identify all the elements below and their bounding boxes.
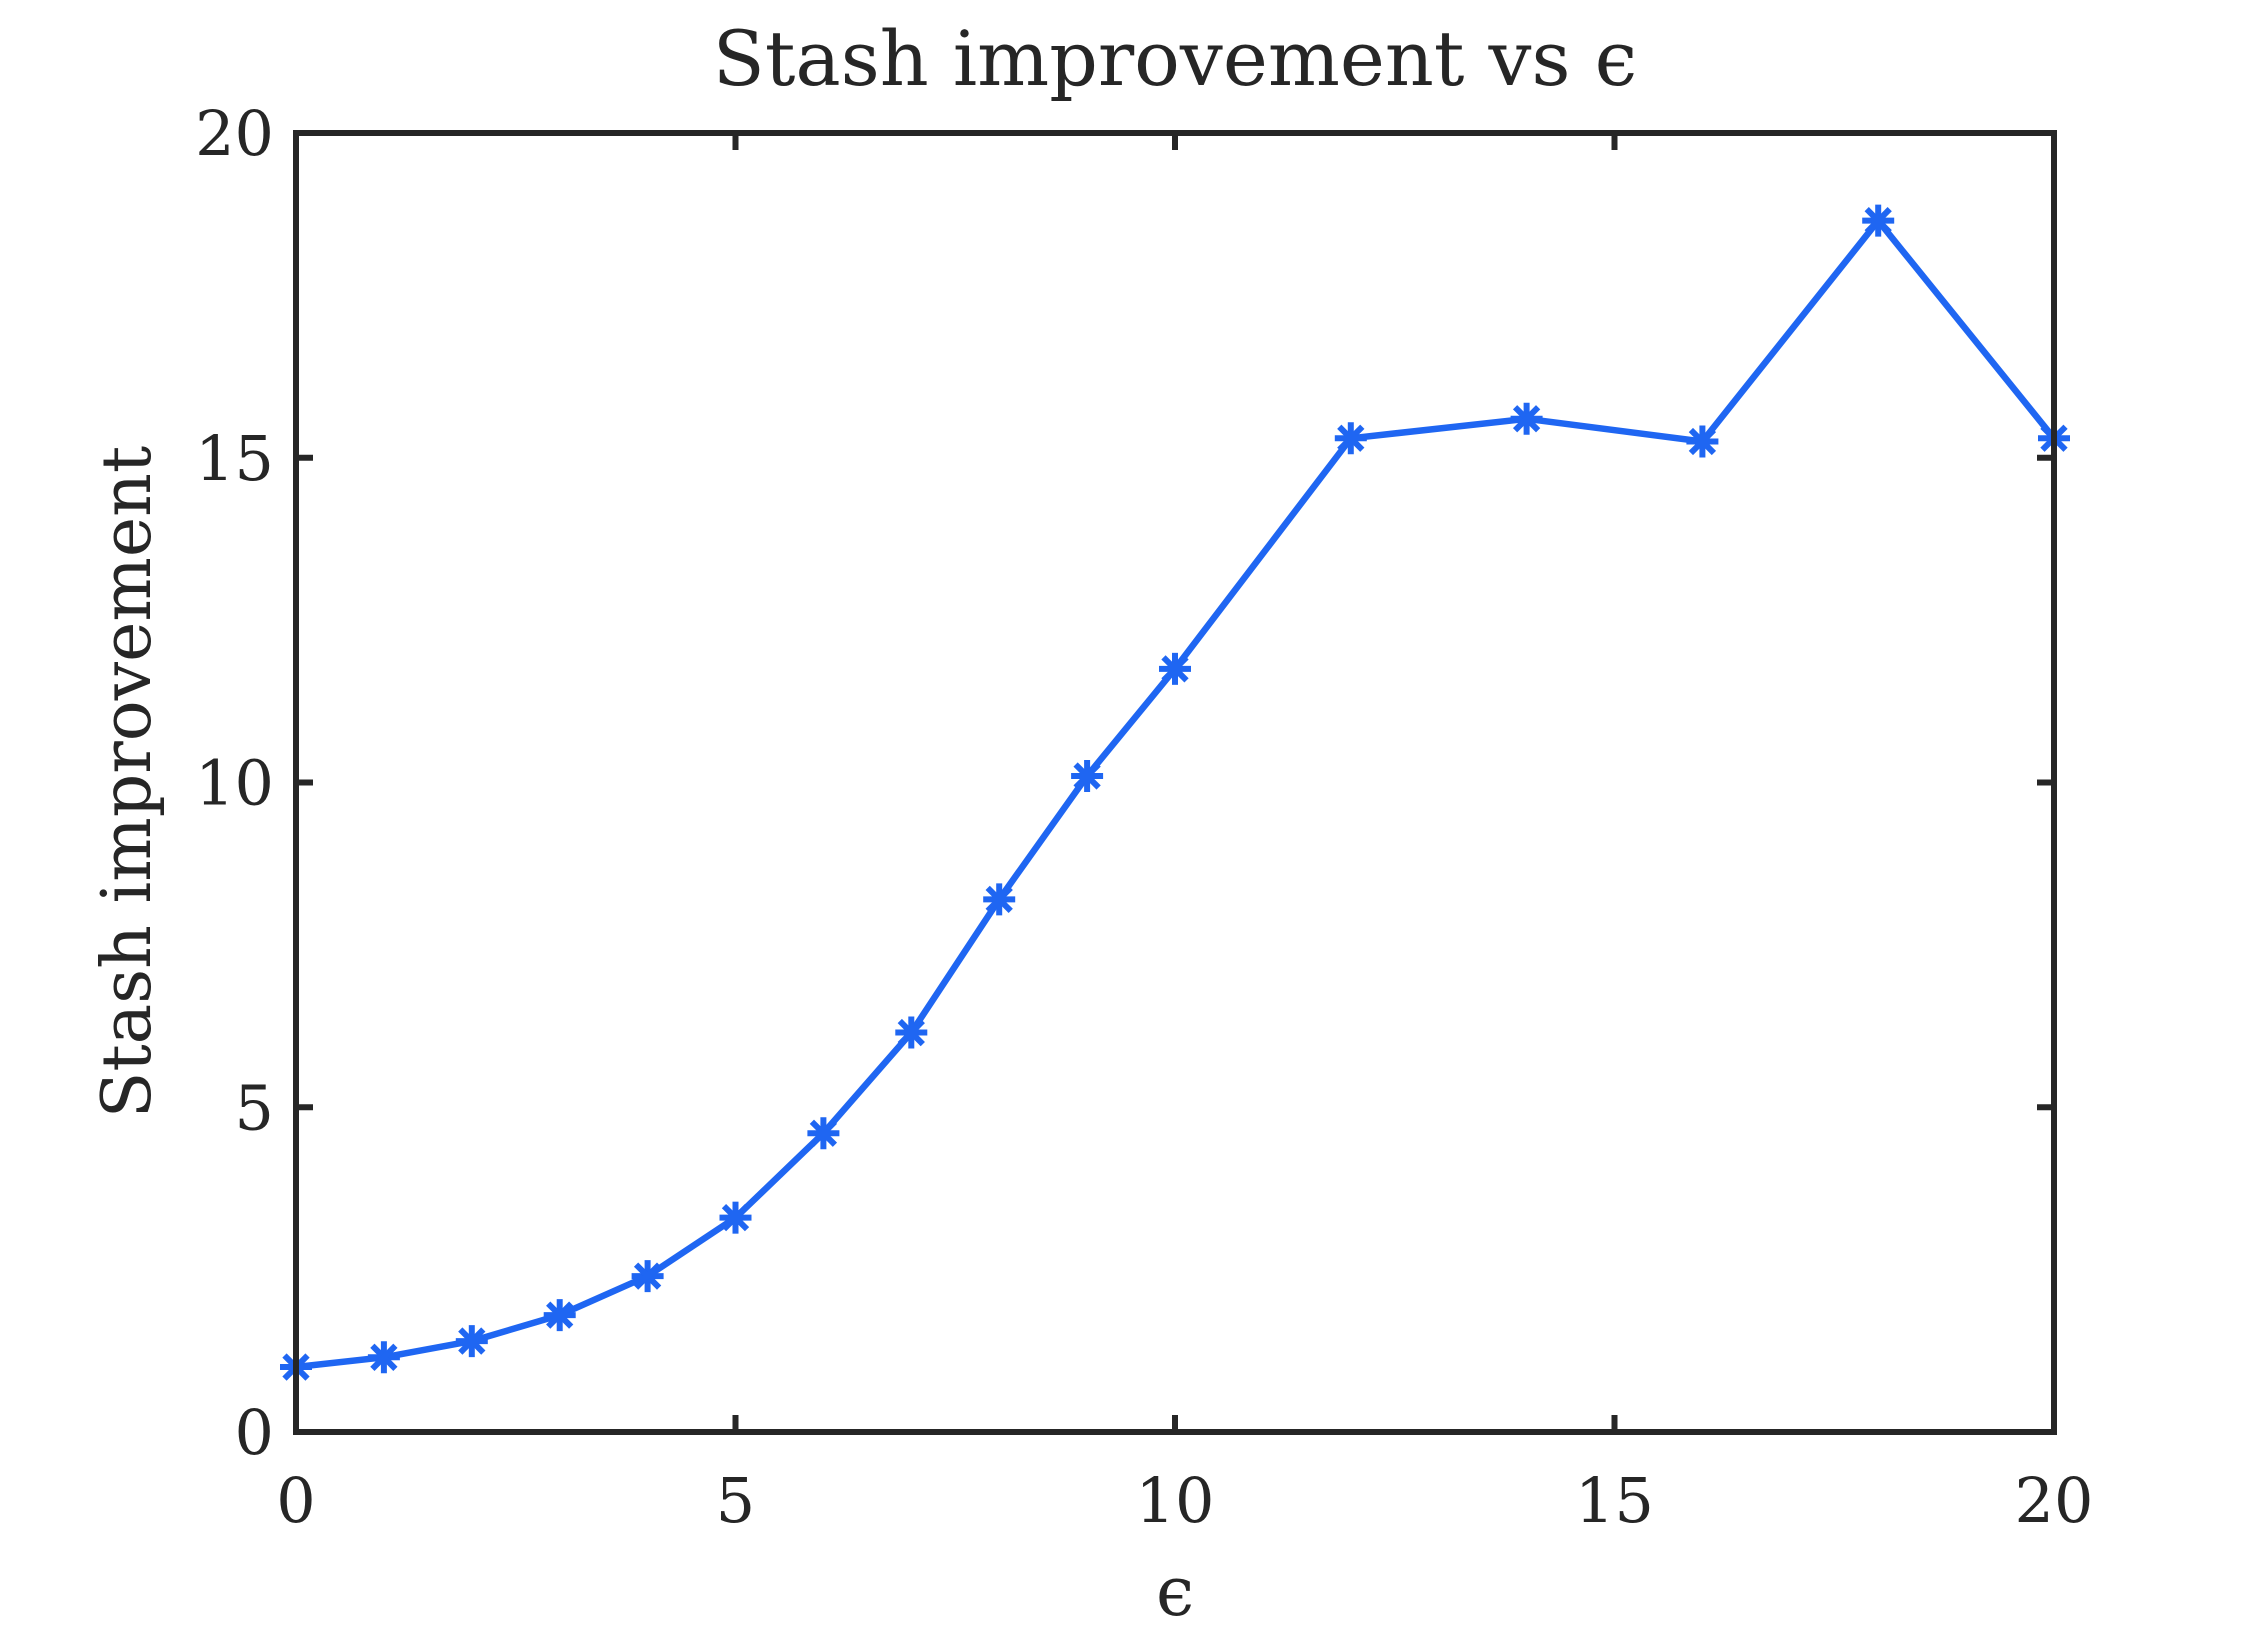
x-tick-label: 15 (1575, 1464, 1654, 1537)
data-point-marker (367, 1341, 400, 1374)
data-point-marker (1510, 402, 1543, 435)
y-tick-label: 20 (195, 97, 274, 170)
data-point-marker (983, 883, 1016, 916)
y-tick-label: 0 (235, 1396, 274, 1469)
x-tick-label: 5 (716, 1464, 755, 1537)
data-point-marker (895, 1016, 928, 1049)
data-point-marker (543, 1299, 576, 1332)
data-point-marker (719, 1201, 752, 1234)
x-axis-label: ϵ (1156, 1553, 1194, 1632)
data-point-marker (455, 1325, 488, 1358)
series-layer (280, 204, 2070, 1384)
data-point-marker (1686, 425, 1719, 458)
data-point-marker (807, 1117, 840, 1150)
chart-title: Stash improvement vs ϵ (713, 14, 1637, 103)
axis-tick-labels: 0 5 10 15 20 0 5 10 15 20 (195, 97, 2093, 1537)
y-tick-label: 10 (195, 747, 274, 820)
x-tick-label: 0 (276, 1464, 315, 1537)
plot-area: 0 5 10 15 20 0 5 10 15 20 (195, 97, 2093, 1537)
data-point-marker (1159, 652, 1191, 685)
axes-box (293, 130, 2057, 1435)
data-point-marker (631, 1260, 664, 1293)
series-line (292, 217, 2058, 1371)
y-axis-label: Stash improvement (88, 446, 167, 1118)
y-tick-label: 15 (195, 422, 274, 495)
x-tick-label: 10 (1136, 1464, 1215, 1537)
data-point-marker (1862, 204, 1895, 237)
data-point-marker (1071, 760, 1104, 793)
y-tick-label: 5 (235, 1071, 274, 1144)
data-point-marker (1334, 422, 1367, 455)
x-tick-label: 20 (2015, 1464, 2094, 1537)
